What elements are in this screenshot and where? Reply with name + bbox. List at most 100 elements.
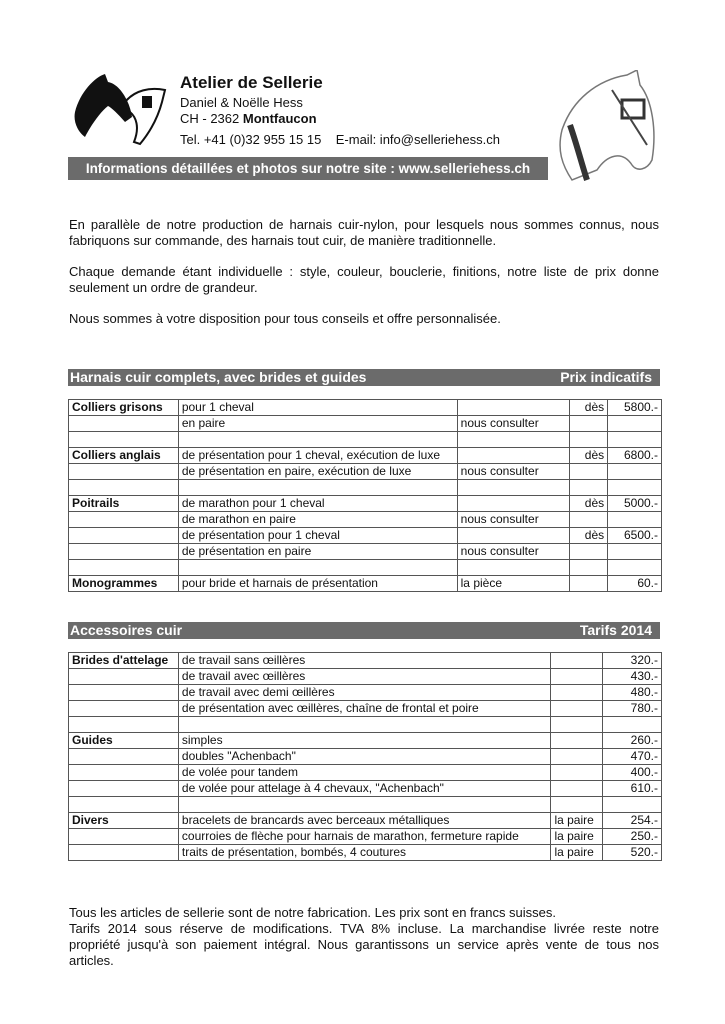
price-cell — [607, 511, 662, 528]
description-cell: nous consulter — [456, 511, 571, 528]
category-cell — [68, 463, 179, 480]
price-cell: 250.- — [602, 828, 662, 845]
accessoires-price-table: Brides d'attelage de travail sans œillère… — [68, 652, 662, 861]
category-cell — [68, 543, 179, 560]
category-cell: Guides — [68, 732, 179, 749]
company-title: Atelier de Sellerie — [180, 73, 323, 92]
category-cell — [68, 668, 179, 685]
price-cell — [569, 479, 609, 496]
price-cell: 430.- — [602, 668, 662, 685]
description-cell: pour 1 cheval — [177, 399, 458, 416]
price-cell — [607, 559, 662, 576]
description-cell — [456, 559, 571, 576]
table-row: en paire nous consulter — [68, 415, 662, 432]
table-row: Monogrammes pour bride et harnais de prés… — [68, 575, 662, 592]
description-cell — [550, 652, 604, 669]
table-row: de volée pour tandem 400.- — [68, 764, 662, 781]
description-cell — [456, 447, 571, 464]
description-cell: courroies de flèche pour harnais de mara… — [177, 828, 552, 845]
description-cell — [550, 732, 604, 749]
section-header-accessoires: Accessoires cuir Tarifs 2014 — [68, 622, 660, 639]
description-cell: de présentation pour 1 cheval — [177, 527, 458, 544]
price-cell: 320.- — [602, 652, 662, 669]
price-cell: 400.- — [602, 764, 662, 781]
owner-names: Daniel & Noëlle Hess — [180, 95, 303, 110]
category-cell: Colliers grisons — [68, 399, 179, 416]
description-cell — [177, 796, 552, 813]
category-cell — [68, 700, 179, 717]
description-cell: de présentation en paire, exécution de l… — [177, 463, 458, 480]
harnais-price-table: Colliers grisons pour 1 cheval dès 5800.- en… — [68, 399, 662, 592]
price-cell — [607, 415, 662, 432]
section-title: Accessoires cuir — [70, 622, 183, 638]
price-cell: 480.- — [602, 684, 662, 701]
price-cell — [607, 479, 662, 496]
description-cell: la paire — [550, 812, 604, 829]
description-cell: de présentation avec œillères, chaîne de… — [177, 700, 552, 717]
price-cell — [569, 431, 609, 448]
description-cell: la paire — [550, 828, 604, 845]
price-cell: 520.- — [602, 844, 662, 861]
footer-paragraph-2: Tarifs 2014 sous réserve de modification… — [69, 921, 659, 968]
price-cell: 470.- — [602, 748, 662, 765]
description-cell — [550, 668, 604, 685]
table-row: de travail avec demi œillères 480.- — [68, 684, 662, 701]
description-cell — [550, 700, 604, 717]
table-row: Colliers grisons pour 1 cheval dès 5800.- — [68, 399, 662, 416]
table-row — [68, 559, 662, 576]
category-cell — [68, 828, 179, 845]
category-cell — [68, 415, 179, 432]
description-cell — [177, 431, 458, 448]
table-row: Brides d'attelage de travail sans œillère… — [68, 652, 662, 669]
description-cell: la pièce — [456, 575, 571, 592]
price-cell: 5800.- — [607, 399, 662, 416]
category-cell: Colliers anglais — [68, 447, 179, 464]
category-cell — [68, 796, 179, 813]
category-cell — [68, 511, 179, 528]
description-cell: simples — [177, 732, 552, 749]
price-cell — [569, 559, 609, 576]
description-cell — [456, 527, 571, 544]
price-cell — [569, 415, 609, 432]
category-cell — [68, 559, 179, 576]
category-cell — [68, 844, 179, 861]
contact-line: Tel. +41 (0)32 955 15 15 E-mail: info@se… — [180, 132, 500, 147]
description-cell: nous consulter — [456, 415, 571, 432]
section-header-harnais: Harnais cuir complets, avec brides et gu… — [68, 369, 660, 386]
description-cell: de volée pour attelage à 4 chevaux, "Ach… — [177, 780, 552, 797]
intro-paragraph-2: Chaque demande étant individuelle : styl… — [69, 264, 659, 295]
description-cell — [456, 495, 571, 512]
section-right-label: Tarifs 2014 — [579, 622, 652, 638]
table-row: de présentation en paire nous consulter — [68, 543, 662, 560]
description-cell: de marathon en paire — [177, 511, 458, 528]
description-cell — [456, 399, 571, 416]
category-cell: Divers — [68, 812, 179, 829]
category-cell — [68, 748, 179, 765]
horse-harness-drawing-icon — [559, 70, 655, 181]
table-row — [68, 479, 662, 496]
table-row — [68, 716, 662, 733]
table-row: doubles "Achenbach" 470.- — [68, 748, 662, 765]
description-cell — [177, 479, 458, 496]
price-cell — [569, 463, 609, 480]
description-cell: en paire — [177, 415, 458, 432]
table-row: Divers bracelets de brancards avec bercea… — [68, 812, 662, 829]
price-cell — [602, 796, 662, 813]
category-cell — [68, 764, 179, 781]
description-cell: pour bride et harnais de présentation — [177, 575, 458, 592]
table-row: courroies de flèche pour harnais de mara… — [68, 828, 662, 845]
price-cell: dès — [569, 399, 609, 416]
price-cell — [569, 575, 609, 592]
price-cell: 60.- — [607, 575, 662, 592]
description-cell — [456, 479, 571, 496]
table-row: Colliers anglais de présentation pour 1 c… — [68, 447, 662, 464]
address: CH - 2362 Montfaucon — [180, 111, 317, 126]
description-cell — [550, 748, 604, 765]
price-cell: 254.- — [602, 812, 662, 829]
address-prefix: CH - 2362 — [180, 111, 243, 126]
table-row: de présentation pour 1 cheval dès 6500.- — [68, 527, 662, 544]
description-cell — [456, 431, 571, 448]
description-cell — [550, 796, 604, 813]
section-right-label: Prix indicatifs — [560, 369, 652, 385]
price-cell — [602, 716, 662, 733]
